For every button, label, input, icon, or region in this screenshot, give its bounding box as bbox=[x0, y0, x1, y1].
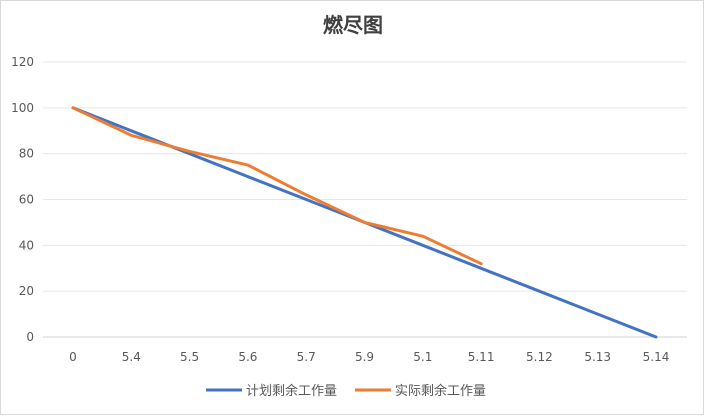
x-tick-label: 5.4 bbox=[122, 350, 141, 364]
y-tick-label: 80 bbox=[19, 147, 34, 161]
y-tick-label: 0 bbox=[26, 330, 34, 344]
x-tick-label: 5.7 bbox=[297, 350, 316, 364]
y-axis-ticks: 0 20 40 60 80 100 120 bbox=[11, 55, 34, 344]
series-line-2 bbox=[71, 106, 483, 266]
y-tick-label: 40 bbox=[19, 238, 34, 252]
x-tick-label: 0 bbox=[69, 350, 77, 364]
gridlines bbox=[43, 61, 687, 338]
x-tick-label: 5.14 bbox=[643, 350, 670, 364]
x-tick-label: 5.9 bbox=[355, 350, 374, 364]
x-tick-label: 5.11 bbox=[468, 350, 495, 364]
x-tick-label: 5.12 bbox=[526, 350, 553, 364]
series-lines bbox=[71, 106, 658, 339]
chart-title: 燃尽图 bbox=[323, 13, 383, 37]
x-tick-label: 5.13 bbox=[584, 350, 611, 364]
legend-label: 实际剩余工作量 bbox=[395, 383, 486, 399]
y-tick-label: 120 bbox=[11, 55, 34, 69]
legend: 计划剩余工作量 实际剩余工作量 bbox=[206, 383, 486, 399]
legend-label: 计划剩余工作量 bbox=[246, 383, 337, 399]
x-tick-label: 5.5 bbox=[180, 350, 199, 364]
x-axis-ticks: 0 5.4 5.5 5.6 5.7 5.9 5.1 5.11 5.12 5.13 5.14 bbox=[69, 350, 669, 364]
y-tick-label: 60 bbox=[19, 193, 34, 207]
x-tick-label: 5.6 bbox=[238, 350, 257, 364]
x-tick-label: 5.1 bbox=[413, 350, 432, 364]
y-tick-label: 100 bbox=[11, 101, 34, 115]
y-tick-label: 20 bbox=[19, 284, 34, 298]
